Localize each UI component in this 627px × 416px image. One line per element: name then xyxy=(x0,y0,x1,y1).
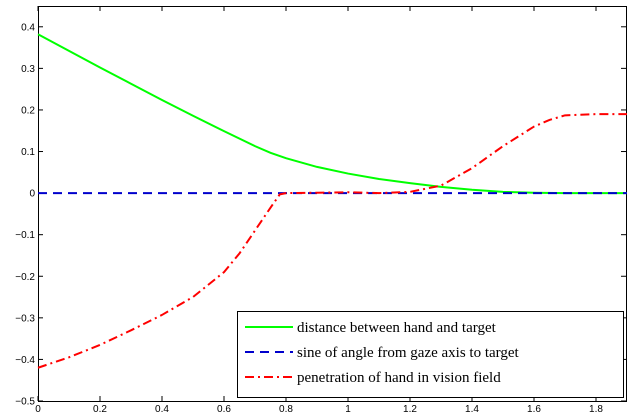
series-line-1 xyxy=(37,33,627,195)
legend-label: sine of angle from gaze axis to target xyxy=(297,345,520,361)
x-tick-label: 0.2 xyxy=(93,404,107,415)
x-tick-label: 1 xyxy=(345,404,351,415)
x-axis: 0 0.2 0.4 0.6 0.8 1 1.2 1.4 1.6 1.8 xyxy=(35,6,603,415)
x-tick-label: 1.6 xyxy=(527,404,541,415)
y-tick-label: 0.3 xyxy=(21,64,35,75)
y-tick-label: −0.3 xyxy=(15,313,35,324)
y-tick-label: −0.5 xyxy=(15,397,35,408)
x-tick-label: 0 xyxy=(35,404,41,415)
series-line-3 xyxy=(37,113,627,369)
y-tick-label: −0.2 xyxy=(15,272,35,283)
y-tick-label: 0 xyxy=(29,189,35,200)
y-tick-label: 0.2 xyxy=(21,105,35,116)
y-tick-label: −0.4 xyxy=(15,355,35,366)
y-tick-label: −0.1 xyxy=(15,230,35,241)
x-tick-label: 0.6 xyxy=(217,404,231,415)
x-tick-label: 0.8 xyxy=(279,404,293,415)
x-tick-label: 1.2 xyxy=(403,404,417,415)
x-tick-label: 0.4 xyxy=(155,404,169,415)
legend-label: penetration of hand in vision field xyxy=(297,370,501,386)
x-tick-label: 1.8 xyxy=(589,404,603,415)
legend: distance between hand and target sine of … xyxy=(237,311,624,398)
y-tick-label: 0.1 xyxy=(21,147,35,158)
y-tick-label: 0.4 xyxy=(21,22,35,33)
legend-box xyxy=(237,311,624,398)
legend-label: distance between hand and target xyxy=(297,320,497,336)
y-axis: −0.5 −0.4 −0.3 −0.2 −0.1 0 0.1 0.2 0.3 0.4 xyxy=(15,22,626,408)
x-tick-label: 1.4 xyxy=(465,404,479,415)
series-layer xyxy=(37,33,627,369)
